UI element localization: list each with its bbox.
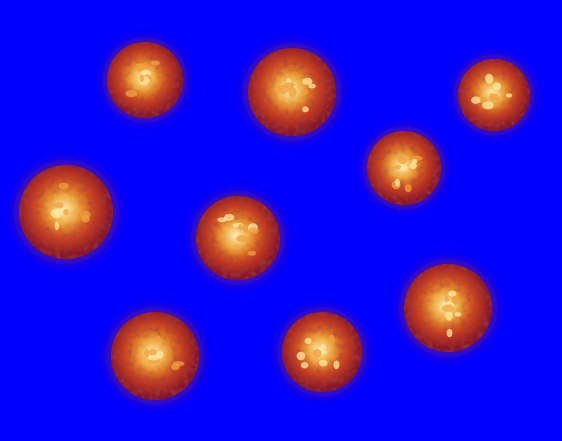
- cell-granule: [333, 360, 340, 370]
- cell: [184, 184, 292, 292]
- cell-granule: [148, 354, 160, 361]
- cell: [447, 48, 541, 142]
- cell-granule: [302, 106, 309, 113]
- cell-granule: [148, 348, 158, 356]
- cell-granule: [445, 311, 453, 321]
- cell-granule: [156, 335, 161, 343]
- cell-granule: [139, 74, 145, 83]
- cell-granule: [125, 89, 138, 98]
- cell: [5, 151, 127, 273]
- cell: [96, 31, 194, 129]
- cell-granule: [296, 351, 306, 361]
- cells-layer: [5, 31, 541, 413]
- cell-granule: [288, 87, 297, 98]
- cell-granule: [399, 165, 408, 172]
- cell-granule: [300, 362, 309, 369]
- cell-granule: [135, 63, 142, 71]
- cell-granule: [312, 349, 322, 358]
- cell-granule: [248, 227, 259, 235]
- cell-granule: [320, 344, 327, 350]
- cell-granule: [485, 73, 494, 84]
- cell: [270, 300, 374, 404]
- cell-granule: [444, 296, 449, 304]
- cell-core: [212, 212, 259, 259]
- cell-core: [37, 183, 90, 236]
- cell-granule: [237, 224, 244, 231]
- cell-granule: [284, 82, 295, 88]
- cell-granule: [235, 235, 248, 242]
- cell-granule: [478, 96, 488, 104]
- cell-granule: [308, 83, 316, 89]
- cell-granule: [395, 178, 400, 187]
- cell-granule: [247, 250, 257, 256]
- cell-granule: [50, 208, 63, 219]
- cell-granule: [492, 93, 499, 101]
- cell-granule: [393, 165, 403, 170]
- cell-granule: [397, 156, 408, 165]
- cell-granule: [277, 85, 290, 94]
- cell-granule: [505, 93, 513, 98]
- cell-granule: [63, 208, 69, 216]
- cell-granule: [482, 101, 494, 110]
- cell-granule: [54, 221, 60, 231]
- cell-granule: [150, 60, 160, 66]
- cell-granule: [446, 328, 453, 338]
- cell-granule: [451, 295, 459, 305]
- cell-granule: [172, 361, 185, 367]
- cell-granule: [58, 182, 69, 189]
- cell: [235, 35, 349, 149]
- cell-granule: [144, 349, 150, 358]
- cell-core: [381, 145, 423, 187]
- cell: [98, 299, 212, 413]
- cell-granule: [318, 359, 328, 367]
- cell-granule: [409, 162, 417, 170]
- cell-granule: [411, 158, 418, 165]
- cell-granule: [404, 184, 412, 193]
- cell-granule: [54, 202, 64, 209]
- cell-granule: [79, 210, 91, 219]
- cell-granule: [302, 77, 313, 85]
- cell-granule: [301, 88, 309, 95]
- cell-granule: [328, 334, 336, 345]
- cell-granule: [471, 96, 481, 104]
- cell-granule: [304, 337, 312, 345]
- cell: [391, 251, 505, 365]
- cell: [356, 120, 452, 216]
- cell-granule: [217, 217, 228, 223]
- cell-granule: [492, 82, 501, 91]
- cell-granule: [442, 304, 454, 312]
- cell-granule: [447, 290, 457, 297]
- cell-granule: [454, 312, 462, 317]
